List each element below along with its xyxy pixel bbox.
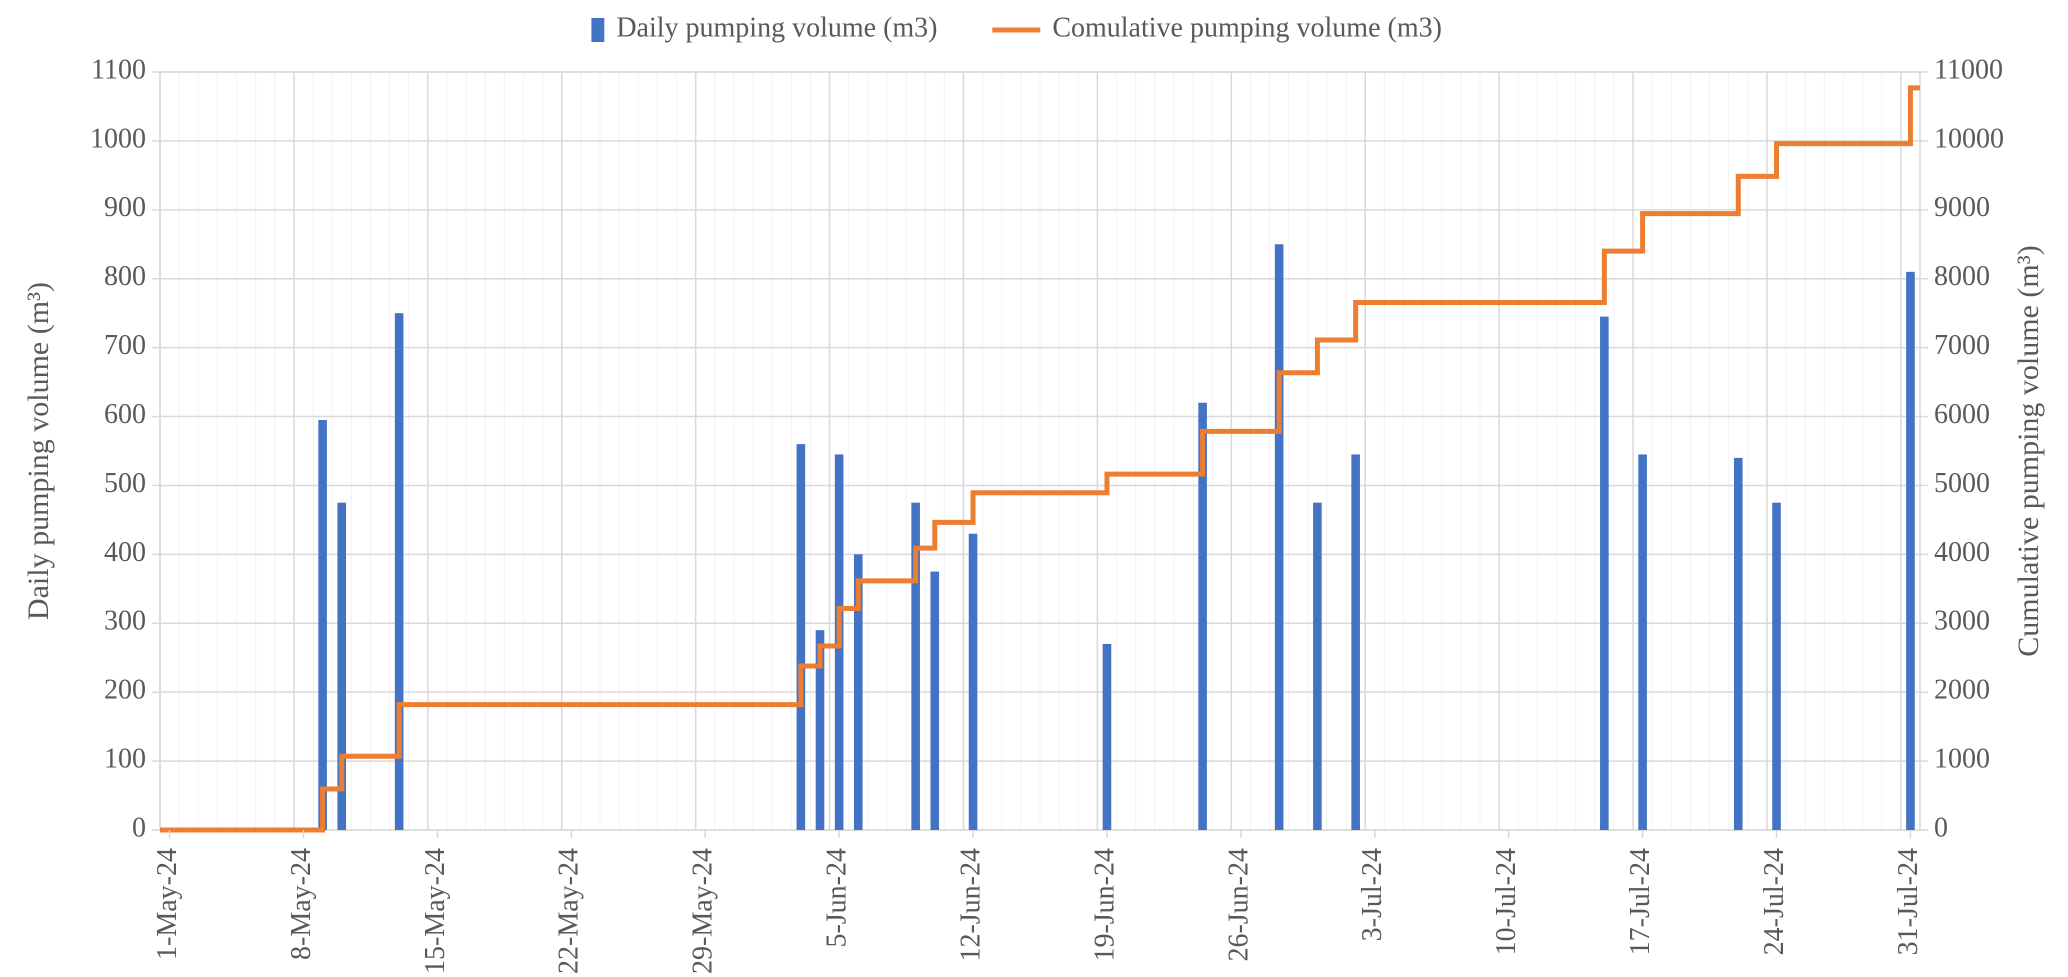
bar	[797, 444, 806, 830]
y-left-tick-label: 0	[132, 812, 146, 843]
x-tick-label: 26-Jun-24	[1223, 848, 1254, 962]
y-left-tick-label: 1000	[90, 123, 146, 154]
y-right-tick-label: 8000	[1934, 261, 1990, 292]
y-right-tick-label: 9000	[1934, 192, 1990, 223]
y-right-tick-label: 4000	[1934, 537, 1990, 568]
x-tick-label: 19-Jun-24	[1089, 848, 1120, 962]
y-right-tick-label: 6000	[1934, 399, 1990, 430]
pumping-volume-chart: 0100200300400500600700800900100011000100…	[0, 0, 2068, 977]
x-tick-label: 31-Jul-24	[1893, 848, 1924, 955]
y-left-tick-label: 600	[104, 399, 146, 430]
bar	[1313, 503, 1322, 830]
bar	[1351, 454, 1360, 830]
x-tick-label: 10-Jul-24	[1491, 848, 1522, 955]
y-right-tick-label: 10000	[1934, 123, 2004, 154]
legend-label-cumulative: Comulative pumping volume (m3)	[1052, 12, 1442, 43]
x-tick-label: 15-May-24	[420, 848, 451, 974]
y-left-tick-label: 900	[104, 192, 146, 223]
x-tick-label: 1-May-24	[152, 848, 183, 960]
y-left-tick-label: 800	[104, 261, 146, 292]
bar	[1906, 272, 1915, 830]
y-left-axis-title: Daily pumping volume (m³)	[22, 282, 55, 620]
bar	[1600, 317, 1609, 830]
x-tick-label: 24-Jul-24	[1759, 848, 1790, 955]
bar	[1103, 644, 1112, 830]
y-left-tick-label: 300	[104, 606, 146, 637]
y-right-tick-label: 7000	[1934, 330, 1990, 361]
legend-swatch-bar	[591, 18, 604, 42]
y-left-tick-label: 400	[104, 537, 146, 568]
bar	[969, 534, 978, 830]
bar	[930, 572, 939, 830]
bar	[1734, 458, 1743, 830]
y-right-tick-label: 3000	[1934, 606, 1990, 637]
y-left-tick-label: 100	[104, 744, 146, 775]
bar	[1638, 454, 1647, 830]
bar	[318, 420, 327, 830]
y-left-tick-label: 700	[104, 330, 146, 361]
y-left-tick-label: 500	[104, 468, 146, 499]
x-tick-label: 17-Jul-24	[1625, 848, 1656, 955]
y-right-tick-label: 1000	[1934, 744, 1990, 775]
x-tick-label: 12-Jun-24	[955, 848, 986, 962]
y-right-tick-label: 0	[1934, 812, 1948, 843]
bar	[1772, 503, 1781, 830]
x-tick-label: 3-Jul-24	[1357, 848, 1388, 941]
x-tick-label: 22-May-24	[554, 848, 585, 974]
y-right-tick-label: 2000	[1934, 675, 1990, 706]
y-left-tick-label: 200	[104, 675, 146, 706]
x-tick-label: 29-May-24	[688, 848, 719, 974]
x-tick-label: 5-Jun-24	[822, 848, 853, 948]
legend-label-daily: Daily pumping volume (m3)	[616, 12, 937, 43]
y-left-tick-label: 1100	[91, 54, 146, 85]
x-tick-label: 8-May-24	[286, 848, 317, 960]
y-right-tick-label: 11000	[1934, 54, 2003, 85]
chart-svg: 0100200300400500600700800900100011000100…	[0, 0, 2068, 977]
y-right-tick-label: 5000	[1934, 468, 1990, 499]
y-right-axis-title: Cumulative pumping volume (m³)	[2012, 245, 2045, 656]
bar	[1275, 244, 1284, 830]
